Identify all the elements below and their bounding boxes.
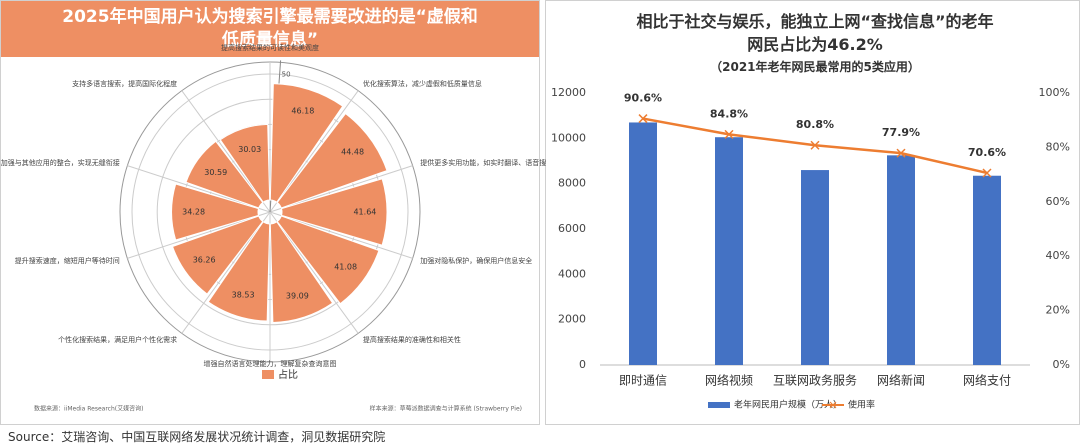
category-label: 优化搜索算法，减少虚假和低质量信息 (363, 79, 482, 88)
spoke (181, 90, 271, 213)
wedge (219, 123, 271, 203)
y2-tick-label: 20% (1046, 304, 1070, 317)
category-label: 加强对隐私保护，确保用户信息安全 (420, 256, 532, 265)
category-label: 支持多语言搜索，提高国际化程度 (72, 79, 177, 88)
wedge (171, 183, 260, 241)
marker (982, 168, 992, 178)
r-tick-label: 50 (282, 70, 291, 78)
value-label: 90.6% (624, 92, 662, 105)
spoke (127, 165, 271, 213)
y2-tick-label: 80% (1046, 140, 1070, 153)
note: 数据来源：iiMedia Research(艾媒咨询) (34, 405, 143, 413)
value-label: 36.26 (193, 255, 216, 264)
wedge (280, 178, 388, 246)
spoke (269, 211, 413, 259)
y-tick-label: 4000 (558, 267, 586, 280)
bar (715, 137, 743, 365)
title-banner (1, 1, 539, 57)
wedge (269, 83, 344, 203)
wedge (276, 112, 388, 209)
wedge (207, 221, 271, 322)
spoke (269, 90, 359, 213)
y-tick-label: 2000 (558, 313, 586, 326)
value-label: 70.6% (968, 146, 1006, 159)
legend-swatch (262, 370, 274, 379)
legend-label: 使用率 (848, 399, 875, 411)
bar (973, 175, 1001, 365)
value-label: 38.53 (232, 290, 255, 299)
x-tick-label: 网络新闻 (877, 373, 925, 388)
y-tick-label: 8000 (558, 177, 586, 190)
legend-swatch (708, 402, 730, 408)
marker (638, 114, 648, 124)
value-label: 34.28 (182, 208, 205, 217)
left-panel (0, 0, 540, 425)
bar (887, 155, 915, 365)
category-label: 增强自然语言处理能力，理解复杂查询意图 (204, 359, 337, 368)
value-label: 39.09 (286, 292, 309, 301)
chart-subtitle: （2021年老年网民最常用的5类应用） (710, 60, 920, 74)
bar (801, 170, 829, 365)
bar (629, 122, 657, 365)
y-tick-label: 12000 (551, 86, 586, 99)
value-label: 30.59 (204, 168, 227, 177)
y2-tick-label: 0% (1053, 358, 1070, 371)
value-label: 84.8% (710, 107, 748, 120)
marker (896, 148, 906, 158)
wedge (185, 140, 264, 209)
wedge (269, 221, 334, 323)
value-label: 46.18 (291, 106, 314, 115)
x-tick-label: 互联网政务服务 (773, 373, 857, 388)
y2-tick-label: 40% (1046, 249, 1070, 262)
category-label: 提升搜索速度，缩短用户等待时间 (15, 256, 120, 265)
category-label: 加强与其他应用的整合，实现无缝衔接 (1, 158, 120, 167)
y2-tick-label: 100% (1039, 86, 1070, 99)
value-label: 80.8% (796, 118, 834, 131)
legend-label: 老年网民用户规模（万人） (734, 399, 842, 411)
x-tick-label: 即时通信 (619, 374, 667, 388)
y2-tick-label: 60% (1046, 195, 1070, 208)
y-tick-label: 6000 (558, 222, 586, 235)
wedge (276, 215, 380, 305)
legend-label: 占比 (278, 368, 298, 381)
category-label: 提高搜索结果的准确性和相关性 (363, 335, 461, 344)
chart-title: 2025年中国用户认为搜索引擎最需要改进的是“虚假和低质量信息” (62, 7, 478, 50)
category-label: 个性化搜索结果，满足用户个性化需求 (58, 335, 177, 344)
value-label: 77.9% (882, 126, 920, 139)
category-label: 提供更多实用功能，如实时翻译、语音搜 (420, 158, 546, 167)
spoke (181, 211, 271, 334)
spoke (269, 165, 413, 213)
category-label: 提高搜索结果的可读性和美观度 (221, 43, 319, 52)
wedge (171, 215, 264, 295)
x-tick-label: 网络视频 (705, 373, 753, 388)
spoke (269, 211, 359, 334)
y-tick-label: 0 (579, 358, 586, 371)
legend-marker (829, 401, 837, 409)
value-label: 41.64 (353, 208, 376, 217)
chart-title: 相比于社交与娱乐，能独立上网“查找信息”的老年网民占比为46.2% (636, 12, 994, 54)
y-tick-label: 10000 (551, 131, 586, 144)
source-note: Source：艾瑞咨询、中国互联网络发展状况统计调查，洞见数据研究院 (8, 430, 386, 444)
marker (810, 140, 820, 150)
value-label: 44.48 (341, 147, 364, 156)
value-label: 41.08 (334, 262, 357, 271)
value-label: 30.03 (238, 145, 261, 154)
marker (724, 129, 734, 139)
x-tick-label: 网络支付 (963, 373, 1011, 388)
note: 样本来源：草莓派数据调查与计算系统 (Strawberry Pie) (370, 405, 522, 413)
spoke (127, 211, 271, 259)
